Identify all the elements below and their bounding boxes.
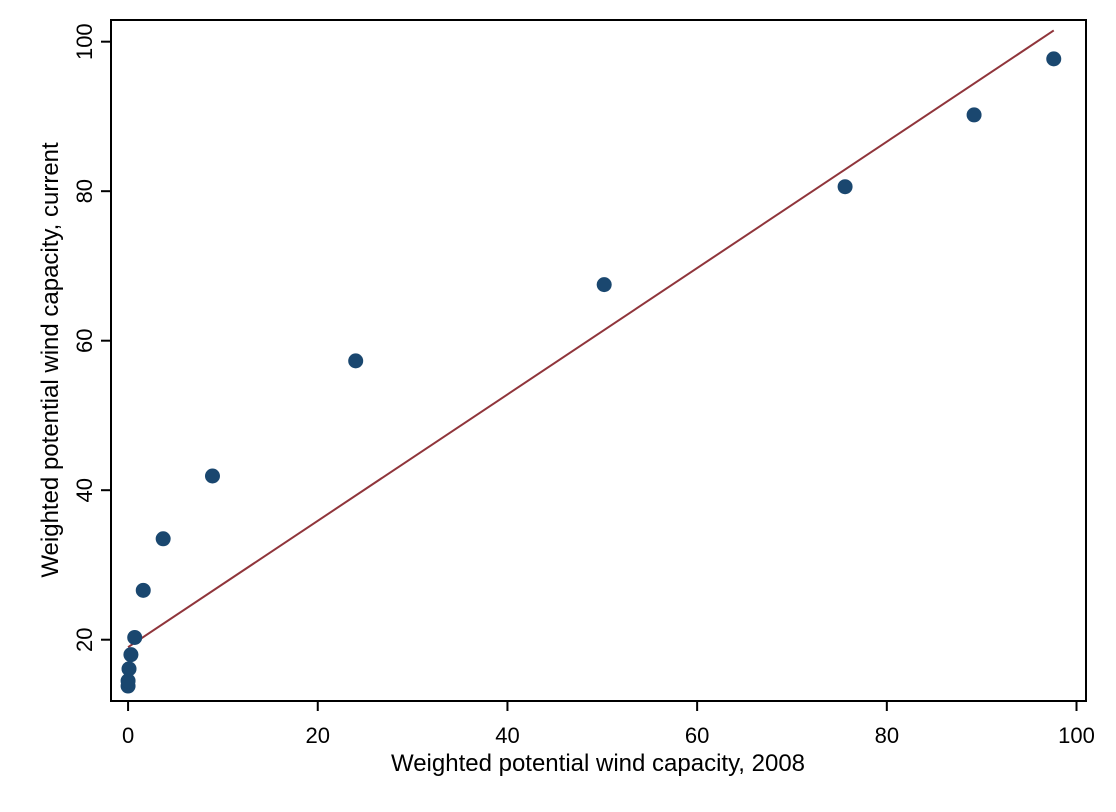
data-point	[348, 353, 364, 369]
x-axis: 0 20 40 60 80 100	[122, 701, 1095, 748]
data-point	[837, 179, 853, 195]
fit-line-layer	[127, 29, 1055, 649]
data-point	[127, 629, 143, 645]
x-tick-label: 40	[495, 723, 519, 748]
y-tick-label: 100	[72, 23, 97, 60]
scatter-points	[120, 51, 1062, 694]
x-tick-label: 80	[875, 723, 899, 748]
data-point	[120, 673, 136, 689]
y-axis-title: Weighted potential wind capacity, curren…	[37, 142, 64, 578]
data-point	[966, 107, 982, 123]
data-point	[123, 647, 139, 663]
data-point	[596, 277, 612, 293]
y-tick-label: 60	[72, 328, 97, 352]
data-point	[155, 531, 171, 547]
y-tick-label: 40	[72, 478, 97, 502]
data-point	[1046, 51, 1062, 67]
x-axis-title: Weighted potential wind capacity, 2008	[391, 750, 805, 777]
x-tick-label: 60	[685, 723, 709, 748]
y-tick-label: 20	[72, 627, 97, 651]
data-point	[204, 468, 220, 484]
data-point	[135, 582, 151, 598]
y-tick-label: 80	[72, 179, 97, 203]
data-point	[121, 661, 137, 677]
x-tick-label: 0	[122, 723, 134, 748]
x-tick-label: 20	[306, 723, 330, 748]
fit-line	[127, 29, 1055, 649]
plot-frame	[110, 19, 1087, 702]
y-axis: 20 40 60 80 100	[72, 23, 111, 652]
x-tick-label: 100	[1058, 723, 1095, 748]
